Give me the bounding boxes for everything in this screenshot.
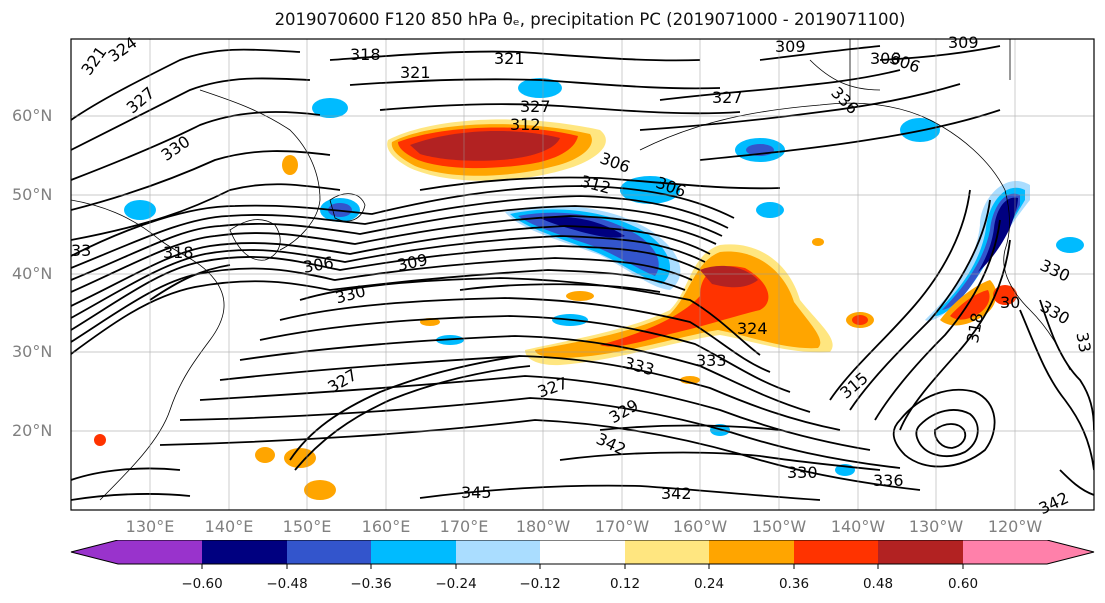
contour-label: 330 bbox=[787, 463, 818, 482]
negative-precip-region bbox=[756, 202, 784, 218]
map-figure: 321 324 327 330 318 321 312 309 306 327 … bbox=[70, 33, 1095, 518]
positive-precip-region bbox=[950, 290, 990, 320]
negative-precip-region bbox=[124, 200, 156, 220]
contour-label: 30 bbox=[1000, 293, 1020, 312]
lat-label-50n: 50°N bbox=[12, 185, 53, 204]
negative-precip-region bbox=[1056, 237, 1084, 253]
colorbar-tick-label: −0.48 bbox=[266, 576, 308, 592]
positive-precip-region bbox=[94, 434, 106, 446]
negative-precip-region bbox=[312, 98, 348, 118]
lon-label-180w: 180°W bbox=[515, 517, 571, 536]
lon-label-170w: 170°W bbox=[594, 517, 650, 536]
contour-label: 33 bbox=[71, 241, 91, 260]
map-frame bbox=[70, 38, 1095, 511]
colorbar-swatch bbox=[878, 540, 963, 564]
contour-label: 333 bbox=[696, 351, 727, 370]
colorbar-tick-label: 0.36 bbox=[778, 576, 810, 592]
lon-label-140e: 140°E bbox=[204, 517, 254, 536]
positive-precip-region bbox=[255, 447, 275, 463]
colorbar-tick-label: −0.12 bbox=[519, 576, 561, 592]
lon-label-140w: 140°W bbox=[830, 517, 886, 536]
positive-precip-region bbox=[566, 291, 594, 301]
negative-precip-region bbox=[518, 212, 659, 276]
contour-label: 321 bbox=[400, 63, 431, 82]
positive-precip-region bbox=[852, 315, 868, 325]
lat-label-30n: 30°N bbox=[12, 342, 53, 361]
colorbar-extend-high bbox=[1047, 540, 1094, 564]
contour-label: 318 bbox=[163, 243, 194, 262]
contour-label: 327 bbox=[520, 97, 551, 116]
map-background bbox=[71, 39, 1094, 510]
lon-label-150e: 150°E bbox=[282, 517, 332, 536]
positive-precip-region bbox=[410, 130, 560, 161]
positive-precip-region bbox=[284, 448, 316, 468]
contour-label: 33 bbox=[1072, 331, 1094, 354]
positive-precip-region bbox=[700, 265, 758, 288]
graticule bbox=[71, 39, 1094, 510]
colorbar-swatch bbox=[625, 540, 709, 564]
coastlines bbox=[71, 39, 1071, 501]
map-title: 2019070600 F120 850 hPa θₑ, precipitatio… bbox=[274, 10, 906, 29]
colorbar-swatch bbox=[794, 540, 878, 564]
negative-precip-region bbox=[518, 78, 562, 98]
lon-label-160w: 160°W bbox=[672, 517, 728, 536]
lat-label-40n: 40°N bbox=[12, 264, 53, 283]
colorbar-swatch bbox=[371, 540, 456, 564]
colorbar-tick-label: −0.60 bbox=[181, 576, 223, 592]
colorbar-swatch bbox=[709, 540, 794, 564]
colorbar-swatch bbox=[118, 540, 202, 564]
contour-label: 345 bbox=[461, 483, 492, 502]
colorbar-outline bbox=[70, 540, 1095, 565]
lon-label-120w: 120°W bbox=[987, 517, 1043, 536]
colorbar-swatch bbox=[456, 540, 540, 564]
contour-label: 336 bbox=[873, 471, 904, 490]
lon-label-130w: 130°W bbox=[908, 517, 964, 536]
contour-label: 324 bbox=[737, 319, 768, 338]
colorbar-swatch bbox=[202, 540, 287, 564]
colorbar-tick-label: 0.48 bbox=[862, 576, 894, 592]
contour-label: 327 bbox=[712, 88, 743, 107]
colorbar-extend-low bbox=[71, 540, 118, 564]
contour-label: 309 bbox=[775, 37, 806, 56]
lon-label-160e: 160°E bbox=[361, 517, 411, 536]
contour-label: 342 bbox=[661, 484, 692, 503]
lat-label-60n: 60°N bbox=[12, 106, 53, 125]
colorbar-swatch bbox=[540, 540, 625, 564]
lon-label-170e: 170°E bbox=[439, 517, 489, 536]
theta-e-contours bbox=[71, 45, 1094, 501]
colorbar-swatch bbox=[963, 540, 1047, 564]
colorbar-tick-label: 0.60 bbox=[947, 576, 979, 592]
colorbar-tick-label: 0.12 bbox=[609, 576, 641, 592]
lat-label-20n: 20°N bbox=[12, 421, 53, 440]
contour-label: 312 bbox=[510, 115, 541, 134]
colorbar-tick-label: −0.24 bbox=[435, 576, 477, 592]
contour-label: 321 bbox=[494, 49, 525, 68]
contour-label: 318 bbox=[350, 45, 381, 64]
colorbar-swatch bbox=[287, 540, 371, 564]
lon-label-130e: 130°E bbox=[125, 517, 175, 536]
positive-precip-region bbox=[993, 285, 1017, 305]
contour-label: 306 bbox=[870, 49, 901, 68]
colorbar-tick-label: 0.24 bbox=[693, 576, 725, 592]
positive-precip-region bbox=[304, 480, 336, 500]
colorbar bbox=[70, 540, 1095, 569]
colorbar-tick-label: −0.36 bbox=[350, 576, 392, 592]
positive-precip-region bbox=[282, 155, 298, 175]
colorbar-tick-marks bbox=[201, 564, 964, 569]
positive-precip-region bbox=[812, 238, 824, 246]
lon-label-150w: 150°W bbox=[751, 517, 807, 536]
contour-label: 309 bbox=[948, 33, 979, 52]
